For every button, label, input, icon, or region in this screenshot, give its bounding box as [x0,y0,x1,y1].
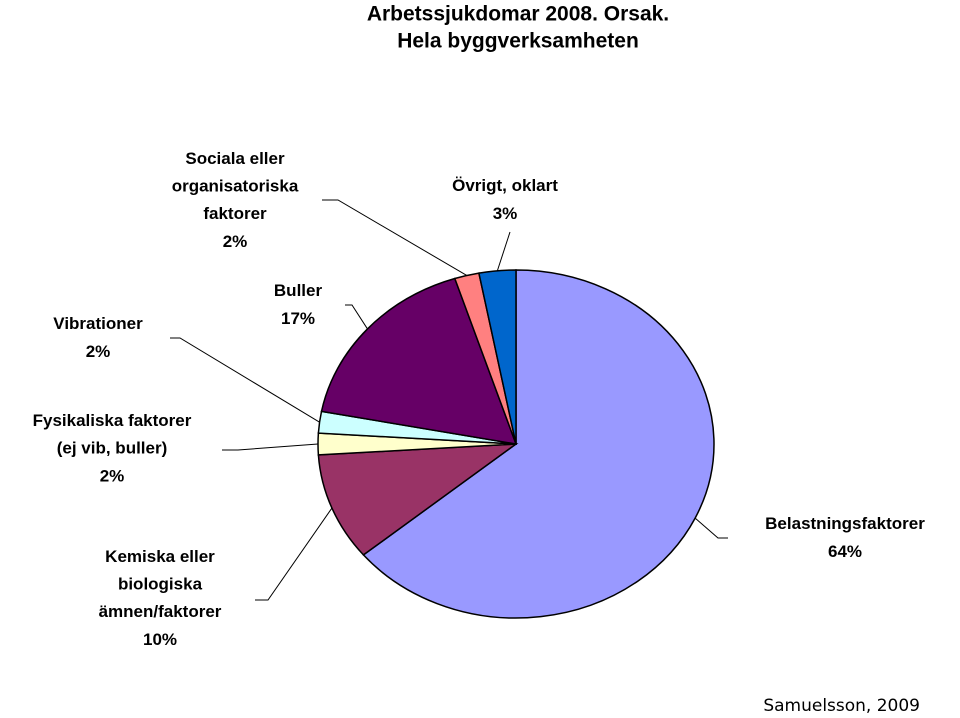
leader-line [170,337,320,423]
slice-label: Belastningsfaktorer [765,514,925,533]
slice-value-label: 3% [493,204,518,223]
slice-value-label: 2% [86,342,111,361]
leader-line [694,517,728,539]
chart-subtitle: Hela byggverksamheten [397,30,639,53]
slice-label: Övrigt, oklart [452,176,558,195]
slice-label: Sociala eller organisatoriska faktorer [172,149,299,223]
leader-line [222,443,319,451]
pie-slice [320,277,518,445]
slice-label: Fysikaliska faktorer (ej vib, buller) [33,411,192,458]
pie-slice [477,269,517,445]
leader-line [255,507,333,601]
pie-slice [362,269,715,619]
leader-line [345,304,368,330]
chart-title: Arbetssjukdomar 2008. Orsak. [367,3,669,26]
source: Samuelsson, 2009 [763,696,920,716]
slice-value-label: 10% [143,630,177,649]
leader-line [496,231,511,271]
slice-value-label: 2% [100,466,125,485]
slice-label: Vibrationer [53,314,143,333]
leader-line [322,199,468,276]
slice-value-label: 2% [223,232,248,251]
slice-value-label: 17% [281,309,315,328]
pie-slice [317,443,519,556]
slice-label: Buller [274,281,323,300]
slice-value-label: 64% [828,542,862,561]
slice-label: Kemiska eller biologiska ämnen/faktorer [99,547,222,621]
